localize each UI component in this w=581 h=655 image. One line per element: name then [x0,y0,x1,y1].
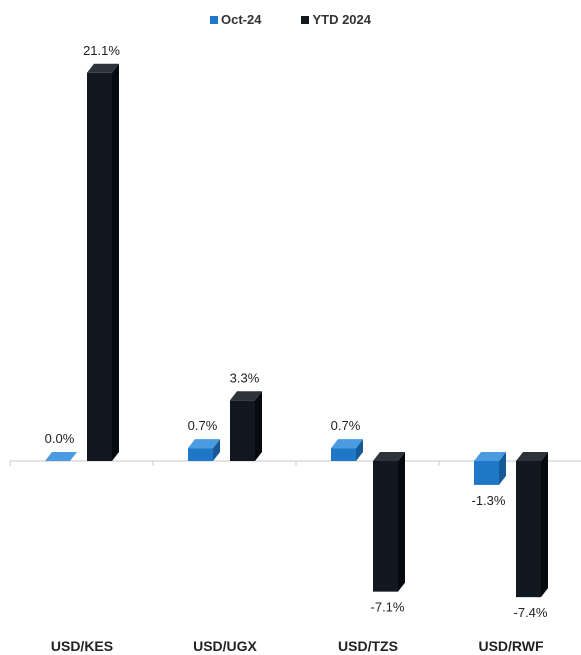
data-label-ytd-2024-usd-rwf: -7.4% [514,605,548,620]
bar-top-ytd-2024-usd-ugx [230,391,262,401]
data-label-ytd-2024-usd-tzs: -7.1% [371,600,405,615]
category-label-usd-ugx: USD/UGX [193,638,257,654]
bar-oct-24-usd-kes [45,452,77,462]
legend-swatch-ytd-2024 [301,15,310,24]
category-label-usd-tzs: USD/TZS [338,638,398,654]
bar-top-oct-24-usd-ugx [188,439,220,449]
legend-label-ytd-2024: YTD 2024 [312,12,371,27]
bar-top-oct-24-usd-rwf [474,452,506,461]
data-label-oct-24-usd-kes: 0.0% [45,431,75,446]
bar-top-oct-24-usd-tzs [331,439,363,449]
bar-top-ytd-2024-usd-tzs [373,452,405,461]
legend-swatch-oct-24 [209,15,218,24]
bar-front-oct-24-usd-ugx [188,448,213,461]
bar-oct-24-usd-tzs [331,439,363,461]
bar-front-ytd-2024-usd-tzs [373,461,398,592]
bar-ytd-2024-usd-rwf [516,452,548,598]
bar-top-oct-24-usd-kes [45,452,77,461]
bar-front-ytd-2024-usd-rwf [516,461,541,598]
category-label-usd-kes: USD/KES [51,638,113,654]
bar-ytd-2024-usd-tzs [373,452,405,592]
bar-side-oct-24-usd-ugx [213,439,220,461]
bar-side-oct-24-usd-tzs [356,439,363,461]
bar-oct-24-usd-ugx [188,439,220,461]
bar-front-ytd-2024-usd-kes [87,72,112,461]
bar-front-oct-24-usd-tzs [331,448,356,461]
bar-side-ytd-2024-usd-kes [112,63,119,461]
bar-side-ytd-2024-usd-rwf [541,452,548,598]
bar-ytd-2024-usd-kes [87,63,119,461]
data-label-ytd-2024-usd-ugx: 3.3% [230,370,260,385]
data-label-oct-24-usd-ugx: 0.7% [188,418,218,433]
bar-side-oct-24-usd-rwf [499,452,506,485]
bar-top-ytd-2024-usd-kes [87,63,119,73]
bar-ytd-2024-usd-ugx [230,391,262,461]
bar-side-ytd-2024-usd-ugx [255,391,262,461]
data-label-ytd-2024-usd-kes: 21.1% [83,43,120,58]
legend-item-ytd-2024: YTD 2024 [301,12,371,27]
bar-oct-24-usd-rwf [474,452,506,485]
bar-top-ytd-2024-usd-rwf [516,452,548,461]
bar-front-oct-24-usd-rwf [474,461,499,485]
data-label-oct-24-usd-tzs: 0.7% [331,418,361,433]
bar-side-ytd-2024-usd-tzs [398,452,405,592]
chart-legend: Oct-24 YTD 2024 [0,12,581,27]
legend-item-oct-24: Oct-24 [209,12,262,27]
category-label-usd-rwf: USD/RWF [478,638,544,654]
data-label-oct-24-usd-rwf: -1.3% [472,493,506,508]
legend-label-oct-24: Oct-24 [220,12,262,27]
bar-front-ytd-2024-usd-ugx [230,400,255,461]
